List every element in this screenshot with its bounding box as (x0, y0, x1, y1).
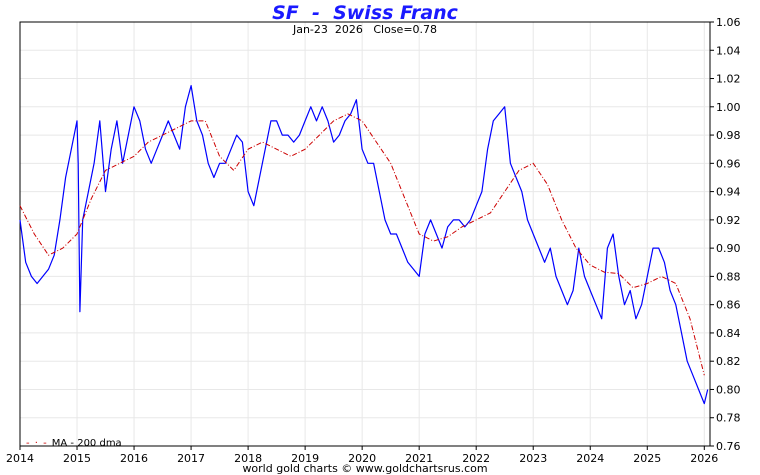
y-tick-label: 0.78 (716, 412, 741, 425)
y-tick-label: 1.06 (716, 16, 741, 29)
y-tick-label: 0.98 (716, 129, 741, 142)
y-tick-label: 0.86 (716, 299, 741, 312)
chart-legend: - · - MA - 200 dma (26, 438, 122, 449)
price-line (19, 85, 709, 405)
y-tick-label: 0.76 (716, 440, 741, 453)
y-tick-label: 0.90 (716, 242, 741, 255)
x-tick-label: 2025 (633, 452, 661, 465)
chart-subtitle: Jan-23 2026 Close=0.78 (292, 23, 438, 36)
y-tick-label: 0.84 (716, 327, 741, 340)
x-tick-label: 2023 (519, 452, 547, 465)
y-tick-label: 1.04 (716, 44, 741, 57)
x-tick-label: 2021 (405, 452, 433, 465)
y-tick-label: 0.80 (716, 383, 741, 396)
x-tick-label: 2019 (291, 452, 319, 465)
chart-footer: world gold charts © www.goldchartsrus.co… (242, 462, 488, 475)
x-tick-label: 2015 (63, 452, 91, 465)
y-tick-label: 0.94 (716, 186, 741, 199)
y-tick-label: 0.82 (716, 355, 741, 368)
x-tick-label: 2014 (6, 452, 34, 465)
x-tick-label: 2026 (690, 452, 718, 465)
legend-ma-swatch: - · - (26, 438, 48, 449)
y-tick-label: 1.02 (716, 73, 741, 86)
x-tick-label: 2017 (177, 452, 205, 465)
y-tick-label: 0.88 (716, 270, 741, 283)
plot-frame (19, 21, 711, 447)
x-tick-label: 2020 (348, 452, 376, 465)
x-tick-label: 2024 (576, 452, 604, 465)
ma-200-line (19, 113, 705, 376)
x-tick-label: 2022 (462, 452, 490, 465)
y-tick-label: 0.96 (716, 157, 741, 170)
chart-title: SF - Swiss Franc (272, 2, 458, 24)
x-tick-label: 2016 (120, 452, 148, 465)
y-tick-label: 0.92 (716, 214, 741, 227)
legend-ma-label: MA - 200 dma (51, 438, 122, 449)
y-tick-label: 1.00 (716, 101, 741, 114)
x-tick-label: 2018 (234, 452, 262, 465)
